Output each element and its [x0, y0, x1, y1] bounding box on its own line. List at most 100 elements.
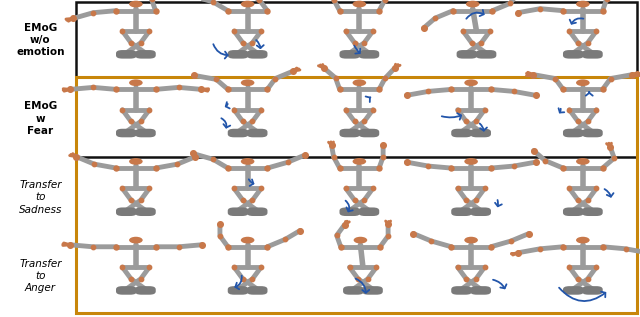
FancyBboxPatch shape: [135, 207, 156, 216]
FancyBboxPatch shape: [339, 129, 360, 137]
FancyBboxPatch shape: [470, 286, 491, 295]
Circle shape: [141, 52, 149, 56]
FancyBboxPatch shape: [116, 286, 137, 295]
Circle shape: [588, 131, 596, 135]
Circle shape: [241, 1, 255, 7]
Circle shape: [570, 210, 577, 214]
Circle shape: [458, 210, 465, 214]
Circle shape: [253, 288, 261, 292]
Circle shape: [570, 288, 577, 292]
Circle shape: [365, 131, 373, 135]
Circle shape: [129, 158, 143, 165]
Circle shape: [129, 79, 143, 86]
FancyBboxPatch shape: [228, 50, 248, 59]
FancyBboxPatch shape: [582, 129, 603, 137]
Circle shape: [588, 210, 596, 214]
Circle shape: [346, 52, 354, 56]
Circle shape: [234, 210, 242, 214]
Circle shape: [241, 79, 255, 86]
Circle shape: [576, 79, 589, 86]
Circle shape: [353, 158, 366, 165]
Circle shape: [129, 237, 143, 243]
Circle shape: [458, 131, 465, 135]
Circle shape: [588, 288, 596, 292]
Circle shape: [253, 131, 261, 135]
Circle shape: [458, 288, 465, 292]
FancyBboxPatch shape: [563, 286, 584, 295]
Circle shape: [346, 210, 354, 214]
Circle shape: [365, 52, 373, 56]
Circle shape: [141, 210, 149, 214]
FancyBboxPatch shape: [247, 50, 268, 59]
FancyBboxPatch shape: [343, 286, 364, 295]
Circle shape: [122, 52, 131, 56]
Circle shape: [141, 131, 149, 135]
Circle shape: [570, 131, 577, 135]
Circle shape: [353, 79, 366, 86]
Circle shape: [253, 210, 261, 214]
Text: EMoG
w/o
emotion: EMoG w/o emotion: [16, 23, 65, 57]
FancyBboxPatch shape: [247, 286, 268, 295]
FancyBboxPatch shape: [247, 129, 268, 137]
FancyBboxPatch shape: [563, 207, 584, 216]
Circle shape: [464, 158, 478, 165]
FancyBboxPatch shape: [470, 207, 491, 216]
FancyBboxPatch shape: [116, 129, 137, 137]
FancyBboxPatch shape: [339, 50, 360, 59]
Text: EMoG
w
Fear: EMoG w Fear: [24, 101, 57, 136]
FancyBboxPatch shape: [582, 207, 603, 216]
Circle shape: [349, 288, 357, 292]
FancyBboxPatch shape: [456, 50, 477, 59]
Circle shape: [253, 52, 261, 56]
Circle shape: [466, 1, 479, 7]
Circle shape: [477, 210, 484, 214]
FancyBboxPatch shape: [451, 286, 472, 295]
Circle shape: [234, 131, 242, 135]
Circle shape: [234, 288, 242, 292]
FancyBboxPatch shape: [582, 286, 603, 295]
Circle shape: [346, 131, 354, 135]
FancyBboxPatch shape: [358, 129, 380, 137]
Circle shape: [588, 52, 596, 56]
Circle shape: [477, 131, 484, 135]
FancyBboxPatch shape: [228, 207, 248, 216]
Circle shape: [241, 158, 255, 165]
Circle shape: [570, 52, 577, 56]
FancyBboxPatch shape: [135, 286, 156, 295]
Circle shape: [365, 210, 373, 214]
Circle shape: [353, 1, 366, 7]
FancyBboxPatch shape: [563, 129, 584, 137]
FancyBboxPatch shape: [582, 50, 603, 59]
FancyBboxPatch shape: [563, 50, 584, 59]
FancyBboxPatch shape: [135, 129, 156, 137]
Circle shape: [464, 237, 478, 243]
Circle shape: [463, 52, 471, 56]
Circle shape: [354, 237, 367, 243]
FancyBboxPatch shape: [362, 286, 383, 295]
Text: Transfer
to
Sadness: Transfer to Sadness: [19, 180, 62, 215]
Circle shape: [141, 288, 149, 292]
FancyBboxPatch shape: [451, 207, 472, 216]
FancyBboxPatch shape: [470, 129, 491, 137]
FancyBboxPatch shape: [116, 50, 137, 59]
FancyBboxPatch shape: [476, 50, 497, 59]
Circle shape: [576, 237, 589, 243]
Circle shape: [241, 237, 255, 243]
FancyBboxPatch shape: [247, 207, 268, 216]
Circle shape: [122, 210, 131, 214]
Circle shape: [122, 288, 131, 292]
FancyBboxPatch shape: [358, 207, 380, 216]
Circle shape: [234, 52, 242, 56]
FancyBboxPatch shape: [135, 50, 156, 59]
Circle shape: [482, 52, 490, 56]
FancyBboxPatch shape: [451, 129, 472, 137]
Text: Transfer
to
Anger: Transfer to Anger: [19, 259, 61, 294]
Circle shape: [576, 1, 589, 7]
FancyBboxPatch shape: [358, 50, 380, 59]
FancyBboxPatch shape: [228, 286, 248, 295]
FancyBboxPatch shape: [339, 207, 360, 216]
Circle shape: [477, 288, 484, 292]
Circle shape: [576, 158, 589, 165]
Circle shape: [122, 131, 131, 135]
Circle shape: [129, 1, 143, 7]
